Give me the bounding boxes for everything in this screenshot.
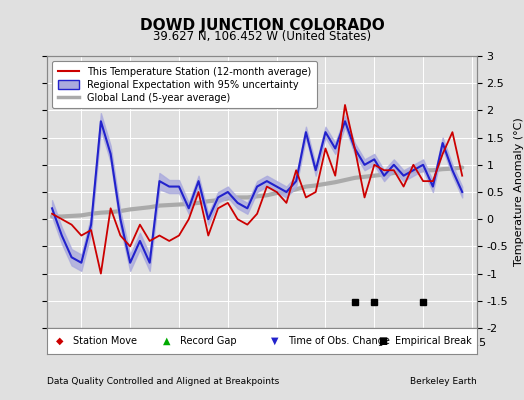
Text: 39.627 N, 106.452 W (United States): 39.627 N, 106.452 W (United States) [153,30,371,43]
Text: Empirical Break: Empirical Break [395,336,472,346]
Text: ■: ■ [378,336,387,346]
Text: Data Quality Controlled and Aligned at Breakpoints: Data Quality Controlled and Aligned at B… [47,377,279,386]
Text: ◆: ◆ [56,336,63,346]
Y-axis label: Temperature Anomaly (°C): Temperature Anomaly (°C) [514,118,524,266]
Text: Time of Obs. Change: Time of Obs. Change [288,336,390,346]
Text: DOWD JUNCTION COLORADO: DOWD JUNCTION COLORADO [139,18,385,33]
Text: Berkeley Earth: Berkeley Earth [410,377,477,386]
Text: ▼: ▼ [270,336,278,346]
Legend: This Temperature Station (12-month average), Regional Expectation with 95% uncer: This Temperature Station (12-month avera… [52,61,317,108]
Text: Station Move: Station Move [73,336,137,346]
Text: Record Gap: Record Gap [180,336,237,346]
Text: ▲: ▲ [163,336,171,346]
